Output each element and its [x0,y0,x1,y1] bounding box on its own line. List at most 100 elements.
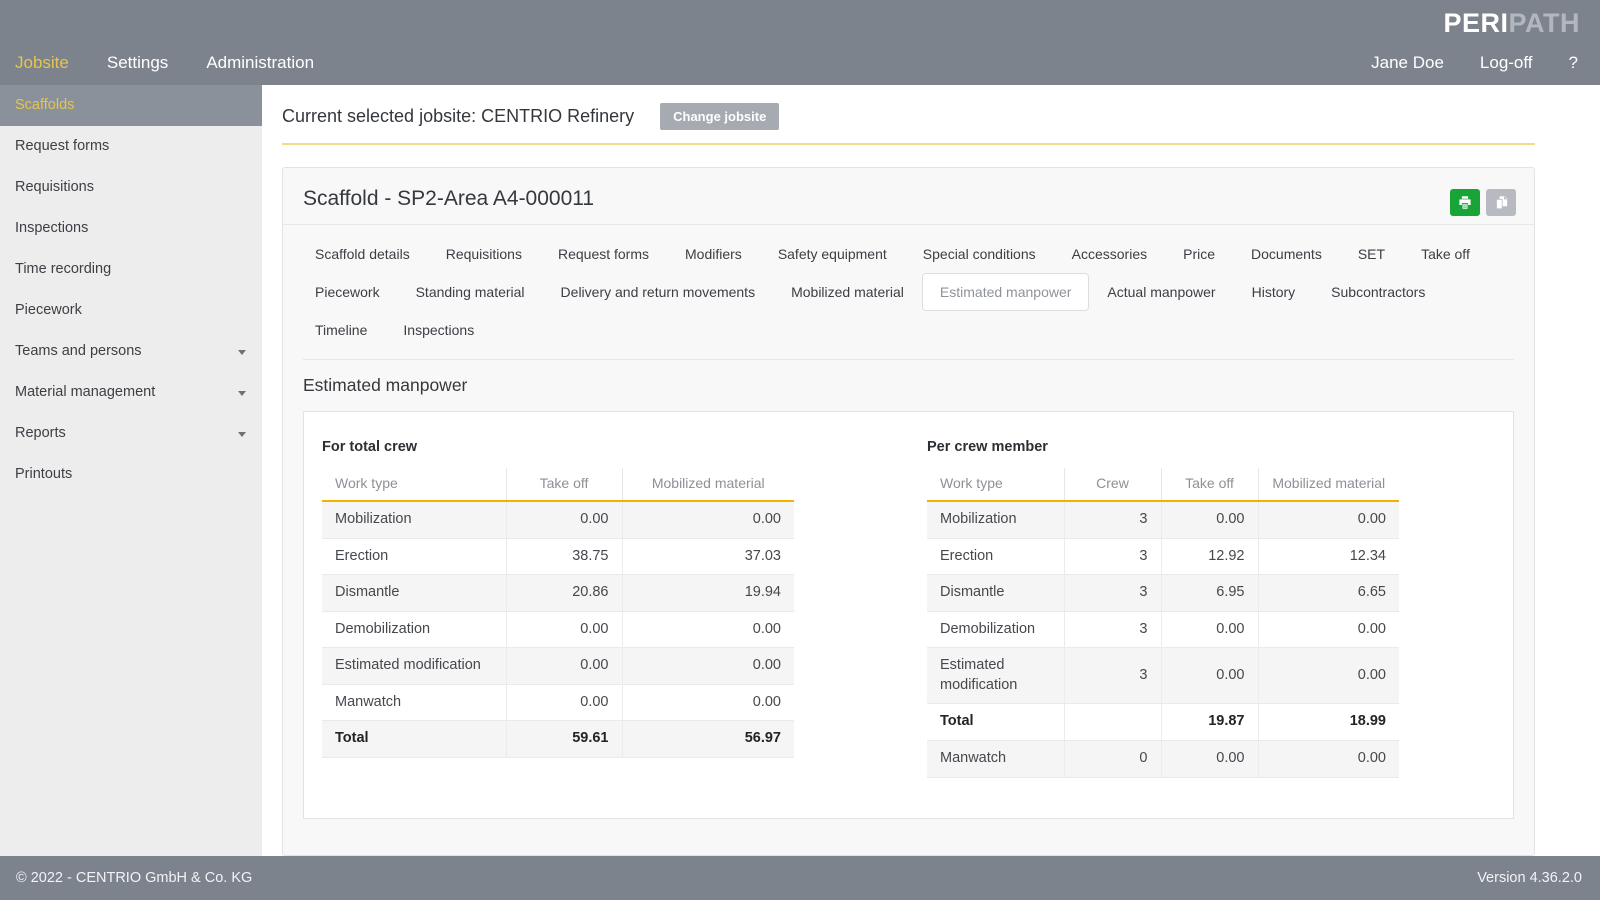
cell: 0.00 [621,501,794,539]
nav-item-jobsite[interactable]: Jobsite [15,53,69,72]
tab-take-off[interactable]: Take off [1421,246,1470,262]
tab-row: Scaffold details Requisitions Request form… [297,235,1520,273]
cell: 56.97 [621,720,794,758]
cell: 0.00 [505,501,622,539]
sidebar-item-time-recording[interactable]: Time recording [0,249,262,290]
tab-delivery-and-return-movements[interactable]: Delivery and return movements [560,284,756,300]
sidebar-item-requisitions[interactable]: Requisitions [0,167,262,208]
logo-path: PATH [1508,8,1580,38]
sidebar-item-printouts[interactable]: Printouts [0,454,262,495]
tab-timeline[interactable]: Timeline [315,322,368,338]
tab-set[interactable]: SET [1357,246,1386,262]
cell: 3 [1063,538,1161,575]
cell: 0.00 [1160,647,1258,704]
tab-row: Piecework Standing material Delivery and r… [297,273,1520,311]
tab-history[interactable]: History [1251,284,1296,300]
cell: 0.00 [621,611,794,648]
nav-item-settings[interactable]: Settings [106,53,169,72]
tab-documents[interactable]: Documents [1251,246,1322,262]
sidebar-item-label: Time recording [15,261,112,277]
logoff-link[interactable]: Log-off [1479,53,1533,72]
sidebar-item-label: Request forms [15,138,110,154]
tab-accessories[interactable]: Accessories [1071,246,1148,262]
footer-version: Version 4.36.2.0 [1477,870,1582,886]
cell: 0.00 [621,684,794,721]
table-row: Manwatch 0 0.00 0.00 [927,740,1399,777]
change-jobsite-button[interactable]: Change jobsite [660,103,780,130]
tab-mobilized-material[interactable]: Mobilized material [791,284,904,300]
cell: 0.00 [1160,501,1258,539]
user-nav: Jane Doe Log-off? [1371,53,1578,73]
table-row: Manwatch 0.00 0.00 [322,684,794,721]
cell: 0.00 [1160,611,1258,648]
cell: 3 [1063,647,1161,704]
scaffold-toolbar [1450,189,1516,216]
cell: Total [335,730,369,747]
cell: 37.03 [621,538,794,575]
scaffold-title: Scaffold - SP2-Area A4-000011 [303,187,595,210]
per-crew-title: Per crew member [927,439,1048,455]
tab-requisitions[interactable]: Requisitions [445,246,522,262]
tab-request-forms[interactable]: Request forms [557,246,650,262]
column-header-work-type: Work type [335,475,398,491]
cell: Erection [335,547,389,564]
sidebar-item-piecework[interactable]: Piecework [0,290,262,331]
tab-actual-manpower[interactable]: Actual manpower [1107,284,1216,300]
cell: Dismantle [940,584,1005,601]
jobsite-divider [282,143,1535,145]
chevron-down-icon [238,349,246,355]
sidebar-item-reports[interactable]: Reports [0,413,262,454]
sidebar-item-request-forms[interactable]: Request forms [0,126,262,167]
tab-row: Timeline Inspections [297,311,1520,349]
main-nav: Jobsite Settings Administration [15,53,314,73]
tab-scaffold-details[interactable]: Scaffold details [315,246,410,262]
tab-price[interactable]: Price [1183,246,1216,262]
top-header: PERIPATH Jobsite Settings Administration J… [0,0,1600,85]
cell: Demobilization [940,620,1036,637]
table-row: Demobilization 0.00 0.00 [322,611,794,648]
user-menu[interactable]: Jane Doe [1371,53,1444,72]
sidebar-item-label: Reports [15,425,66,441]
app-logo: PERIPATH [1443,8,1580,39]
cell: 6.65 [1257,574,1399,612]
column-header-mobilized-material: Mobilized material [621,468,794,501]
cell: 59.61 [505,720,622,758]
cell: 0.00 [1257,501,1399,539]
for-total-crew-block: For total crew Work type Take off Mobilized… [322,439,794,778]
nav-item-administration[interactable]: Administration [206,53,315,72]
tab-special-conditions[interactable]: Special conditions [922,246,1036,262]
footer-copyright: © 2022 - CENTRIO GmbH & Co. KG [16,870,253,886]
sidebar-item-scaffolds[interactable]: Scaffolds [0,85,262,126]
cell: 20.86 [505,574,622,612]
table-row: Dismantle 20.86 19.94 [322,574,794,612]
section-title: Estimated manpower [303,375,468,395]
tab-piecework[interactable]: Piecework [315,284,380,300]
logo-peri: PERI [1443,8,1509,38]
sidebar-item-teams-and-persons[interactable]: Teams and persons [0,331,262,372]
copy-button[interactable] [1486,189,1516,216]
print-button[interactable] [1450,189,1480,216]
tab-estimated-manpower[interactable]: Estimated manpower [921,273,1090,311]
tab-inspections[interactable]: Inspections [403,322,475,338]
tab-subcontractors[interactable]: Subcontractors [1331,284,1426,300]
cell: Mobilization [940,511,1017,527]
sidebar-item-label: Requisitions [15,179,94,195]
cell: 0.00 [1257,740,1399,777]
cell [1063,703,1161,741]
tab-safety-equipment[interactable]: Safety equipment [777,246,887,262]
sidebar-item-label: Teams and persons [15,343,142,359]
cell: Manwatch [335,693,402,710]
help-link[interactable]: ? [1568,53,1578,72]
scaffold-panel: Scaffold - SP2-Area A4-000011 Scaffold d… [282,167,1535,856]
table-header-row: Work type Crew Take off Mobilized material [927,468,1399,501]
table-row: Total 19.87 18.99 [927,703,1399,741]
sidebar-item-inspections[interactable]: Inspections [0,208,262,249]
tabs-divider [303,359,1514,360]
per-crew-table: Work type Crew Take off Mobilized material M… [927,468,1399,778]
main-content: Current selected jobsite: CENTRIO Refine… [262,85,1600,856]
tab-modifiers[interactable]: Modifiers [685,246,742,262]
cell: 0.00 [1160,740,1258,777]
tab-standing-material[interactable]: Standing material [415,284,525,300]
sidebar-item-material-management[interactable]: Material management [0,372,262,413]
sidebar-item-label: Piecework [15,302,82,318]
